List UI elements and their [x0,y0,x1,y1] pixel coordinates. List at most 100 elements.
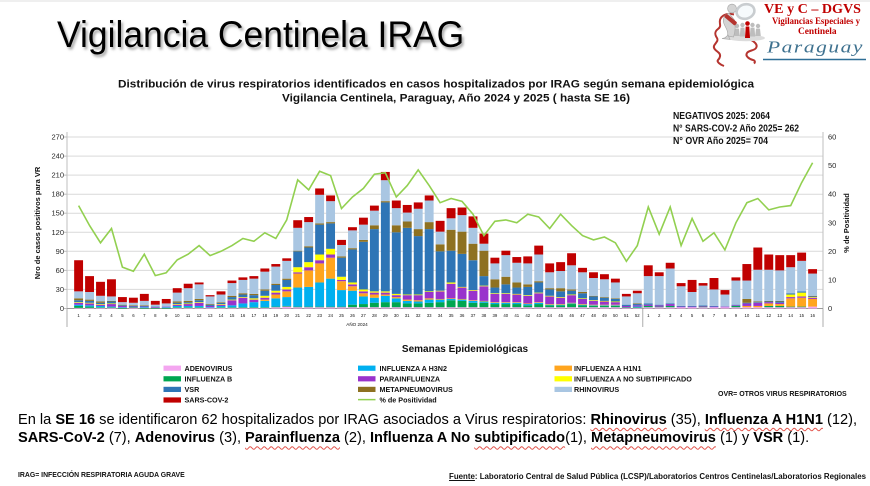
svg-text:30: 30 [828,218,836,227]
svg-text:43: 43 [536,313,541,318]
svg-text:30: 30 [394,313,399,318]
svg-text:1: 1 [77,313,80,318]
svg-text:ADENOVIRUS: ADENOVIRUS [185,364,233,373]
svg-text:51: 51 [624,313,629,318]
svg-text:PARAINFLUENZA: PARAINFLUENZA [380,375,441,384]
svg-text:36: 36 [460,313,465,318]
svg-text:34: 34 [438,313,443,318]
svg-text:AÑO 2024: AÑO 2024 [346,321,368,327]
svg-text:2: 2 [88,313,91,318]
svg-text:20: 20 [828,247,836,256]
svg-text:0: 0 [60,304,64,313]
svg-text:6: 6 [702,313,705,318]
svg-text:1: 1 [647,313,650,318]
svg-text:INFLUENZA B: INFLUENZA B [185,375,233,384]
svg-text:49: 49 [602,313,607,318]
svg-text:33: 33 [427,313,432,318]
svg-text:0: 0 [828,304,832,313]
svg-text:37: 37 [471,313,476,318]
svg-text:2: 2 [658,313,661,318]
svg-text:17: 17 [252,313,257,318]
svg-text:23: 23 [317,313,322,318]
svg-text:NEGATIVOS 2025: 2064: NEGATIVOS 2025: 2064 [673,111,770,122]
svg-text:8: 8 [154,313,157,318]
svg-text:14: 14 [219,313,224,318]
svg-text:Centinela: Centinela [798,27,837,37]
svg-text:18: 18 [262,313,267,318]
svg-text:Nro de casos positivos para VR: Nro de casos positivos para VR [33,166,42,279]
svg-text:6: 6 [132,313,135,318]
svg-text:40: 40 [503,313,508,318]
svg-text:180: 180 [51,190,64,199]
svg-text:45: 45 [558,313,563,318]
svg-text:8: 8 [724,313,727,318]
svg-text:28: 28 [372,313,377,318]
svg-text:Vigilancias Especiales y: Vigilancias Especiales y [772,17,860,27]
svg-text:% de Positividad: % de Positividad [380,396,437,405]
svg-text:5: 5 [691,313,694,318]
svg-text:INFLUENZA A H3N2: INFLUENZA A H3N2 [380,364,447,373]
svg-text:29: 29 [383,313,388,318]
svg-text:RHINOVIRUS: RHINOVIRUS [574,385,619,394]
svg-text:52: 52 [635,313,640,318]
svg-text:25: 25 [339,313,344,318]
svg-text:4: 4 [110,313,113,318]
svg-text:10: 10 [745,313,750,318]
svg-text:3: 3 [669,313,672,318]
svg-text:270: 270 [51,133,64,142]
svg-text:42: 42 [525,313,530,318]
svg-text:INFLUENZA A H1N1: INFLUENZA A H1N1 [574,364,641,373]
svg-text:120: 120 [51,228,64,237]
svg-text:10: 10 [828,275,836,284]
svg-text:VE y C – DGVS: VE y C – DGVS [764,1,861,16]
svg-text:N° SARS-COV-2 Año 2025= 262: N° SARS-COV-2 Año 2025= 262 [673,124,799,135]
svg-text:15: 15 [230,313,235,318]
svg-text:15: 15 [799,313,804,318]
svg-text:22: 22 [306,313,311,318]
svg-text:90: 90 [56,247,64,256]
svg-text:VSR: VSR [185,385,201,394]
svg-text:5: 5 [121,313,124,318]
svg-text:30: 30 [56,285,64,294]
svg-text:7: 7 [143,313,146,318]
svg-text:35: 35 [449,313,454,318]
svg-text:13: 13 [208,313,213,318]
svg-text:38: 38 [482,313,487,318]
svg-text:60: 60 [56,266,64,275]
svg-text:4: 4 [680,313,683,318]
svg-text:210: 210 [51,171,64,180]
svg-text:21: 21 [295,313,300,318]
svg-text:39: 39 [493,313,498,318]
svg-text:47: 47 [580,313,585,318]
svg-text:40: 40 [828,190,836,199]
svg-text:24: 24 [328,313,333,318]
svg-text:27: 27 [361,313,366,318]
svg-text:12: 12 [197,313,202,318]
svg-text:Vigilancia Centinela, Paraguay: Vigilancia Centinela, Paraguay, Año 2024… [282,93,630,105]
svg-text:19: 19 [273,313,278,318]
svg-text:150: 150 [51,209,64,218]
svg-text:7: 7 [713,313,716,318]
svg-text:11: 11 [186,313,191,318]
svg-text:N° OVR Año 2025= 704: N° OVR Año 2025= 704 [673,136,768,147]
svg-text:46: 46 [569,313,574,318]
svg-text:Semanas Epidemiológicas: Semanas Epidemiológicas [402,344,529,355]
svg-text:9: 9 [735,313,738,318]
svg-text:OVR= OTROS VIRUS RESPIRATORIO: OVR= OTROS VIRUS RESPIRATORIOS [718,391,847,398]
svg-text:20: 20 [284,313,289,318]
svg-text:14: 14 [788,313,793,318]
svg-text:32: 32 [416,313,421,318]
svg-text:16: 16 [241,313,246,318]
svg-text:11: 11 [756,313,761,318]
svg-text:60: 60 [828,133,836,142]
svg-text:44: 44 [547,313,552,318]
svg-text:METAPNEUMOVIRUS: METAPNEUMOVIRUS [380,385,454,394]
svg-text:41: 41 [514,313,519,318]
svg-text:Paraguay: Paraguay [766,38,864,57]
svg-text:50: 50 [613,313,618,318]
svg-text:% de Positividad: % de Positividad [842,193,851,253]
svg-text:12: 12 [766,313,771,318]
svg-text:SARS-COV-2: SARS-COV-2 [185,396,229,405]
svg-text:50: 50 [828,161,836,170]
svg-text:31: 31 [405,313,410,318]
